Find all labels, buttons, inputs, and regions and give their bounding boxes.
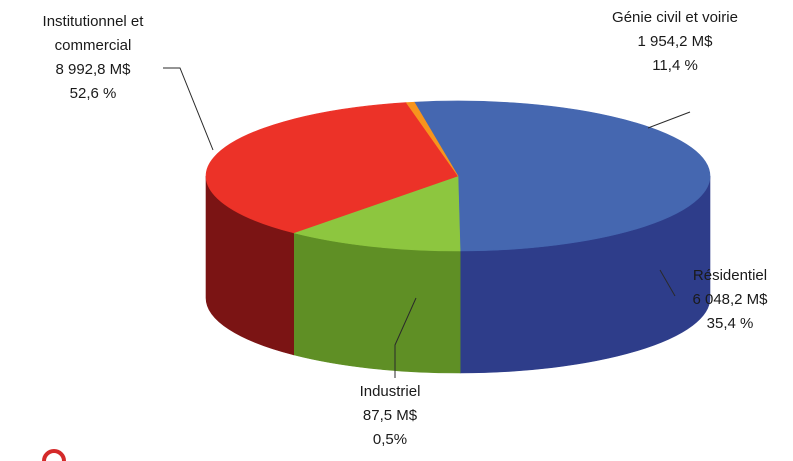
- slice-value: 6 048,2 M$: [692, 291, 768, 308]
- slice-label-institutionnel: Institutionnel et commercial 8 992,8 M$ …: [8, 10, 178, 106]
- slice-value: 1 954,2 M$: [637, 33, 713, 50]
- slice-name: Résidentiel: [692, 267, 768, 284]
- slice-value: 8 992,8 M$: [55, 61, 131, 78]
- leader-residentiel: [659, 269, 676, 297]
- leader-institutionnel: [163, 67, 214, 151]
- slice-name: Industriel: [359, 383, 421, 400]
- pie-slice-institutionnel: [413, 100, 711, 252]
- slice-percent: 35,4 %: [706, 315, 754, 332]
- leader-genie-civil: [647, 111, 691, 129]
- slice-percent: 11,4 %: [652, 57, 698, 74]
- slice-name-line-1: Institutionnel et: [42, 13, 144, 30]
- pie-slice-residentiel: [205, 102, 459, 234]
- slice-label-residentiel: Résidentiel 6 048,2 M$ 35,4 %: [672, 264, 788, 336]
- pie-slice-genie-civil: [293, 175, 461, 252]
- pie-side-genie-civil: [293, 232, 461, 374]
- pie-sides: [205, 175, 711, 374]
- pie-tops: [205, 100, 711, 252]
- slice-label-genie-civil: Génie civil et voirie 1 954,2 M$ 11,4 %: [590, 6, 760, 78]
- pie-slice-industriel: [405, 101, 459, 177]
- slice-label-industriel: Industriel 87,5 M$ 0,5%: [330, 380, 450, 452]
- slice-value: 87,5 M$: [362, 407, 418, 424]
- leader-lines: [163, 67, 691, 378]
- slice-percent: 52,6 %: [69, 85, 117, 102]
- leader-industriel: [394, 297, 417, 378]
- slice-name-line-2: commercial: [54, 37, 132, 54]
- slice-percent: 0,5%: [372, 431, 408, 448]
- slice-name: Génie civil et voirie: [612, 9, 738, 26]
- logo-mark: [42, 449, 66, 461]
